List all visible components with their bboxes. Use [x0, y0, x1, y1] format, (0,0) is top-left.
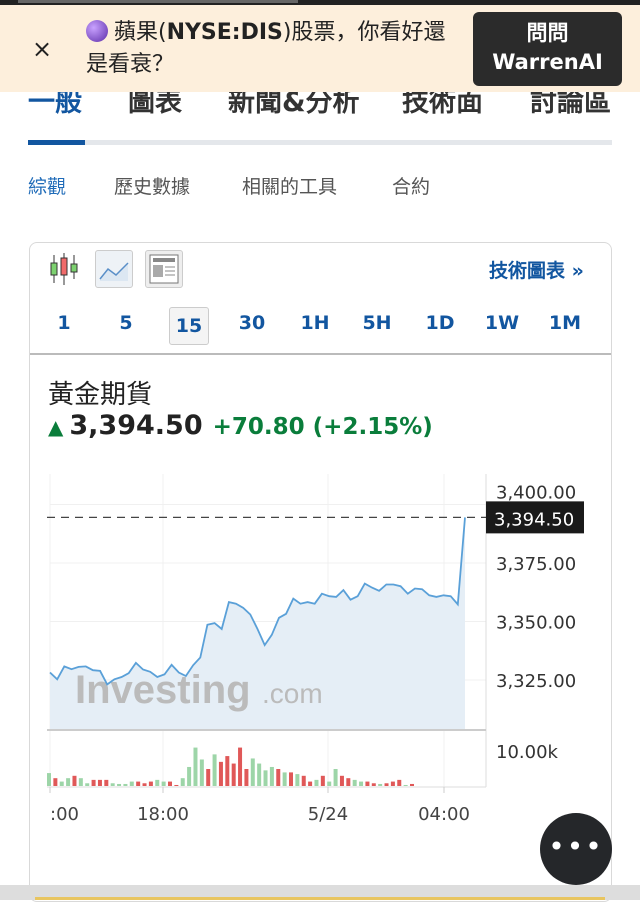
- x-tick-label: 18:00: [137, 804, 189, 825]
- volume-bar: [200, 759, 204, 786]
- volume-bar: [47, 773, 51, 786]
- volume-bar: [136, 782, 140, 786]
- volume-bar: [359, 782, 363, 786]
- x-tick-label: 04:00: [418, 804, 470, 825]
- volume-bar: [104, 780, 108, 786]
- volume-bar: [181, 778, 185, 786]
- volume-bar: [53, 778, 57, 786]
- volume-bar: [295, 774, 299, 786]
- volume-bar: [130, 782, 134, 786]
- volume-bar: [238, 748, 242, 786]
- more-options-button[interactable]: •••: [540, 813, 612, 885]
- y-tick-label: 3,375.00: [496, 554, 576, 575]
- volume-bar: [85, 783, 89, 786]
- volume-bar: [79, 778, 83, 786]
- volume-bar: [372, 783, 376, 786]
- volume-bar: [410, 784, 414, 786]
- volume-bar: [289, 772, 293, 786]
- volume-bar: [244, 769, 248, 786]
- volume-tick-label: 10.00k: [496, 742, 559, 763]
- volume-bar: [283, 772, 287, 786]
- volume-bar: [72, 776, 76, 786]
- volume-bar: [391, 782, 395, 786]
- volume-bar: [302, 776, 306, 786]
- volume-bar: [314, 780, 318, 786]
- volume-bar: [321, 776, 325, 786]
- last-price-label: 3,394.50: [494, 509, 574, 530]
- volume-bar: [206, 769, 210, 786]
- volume-bar: [225, 756, 229, 786]
- volume-bar: [111, 783, 115, 786]
- volume-bar: [340, 776, 344, 786]
- volume-bar: [378, 784, 382, 786]
- volume-bar: [251, 758, 255, 786]
- close-icon[interactable]: ×: [32, 35, 52, 63]
- volume-bar: [232, 764, 236, 786]
- volume-bar: [385, 783, 389, 786]
- volume-bar: [334, 769, 338, 786]
- volume-bar: [174, 785, 178, 786]
- volume-bar: [155, 780, 159, 786]
- volume-bar: [257, 764, 261, 786]
- bottom-ad-strip: [0, 885, 640, 900]
- volume-bar: [187, 767, 191, 786]
- volume-bar: [404, 785, 408, 786]
- volume-bar: [213, 754, 217, 786]
- volume-bar: [149, 782, 153, 786]
- volume-bar: [168, 782, 172, 786]
- volume-bar: [60, 782, 64, 786]
- volume-bar: [346, 778, 350, 786]
- volume-bar: [353, 780, 357, 786]
- volume-bar: [92, 780, 96, 786]
- volume-bar: [117, 784, 121, 786]
- y-tick-label: 3,325.00: [496, 671, 576, 692]
- volume-bar: [162, 782, 166, 786]
- x-tick-label: 5/24: [308, 804, 348, 825]
- volume-bar: [123, 784, 127, 786]
- volume-bar: [193, 748, 197, 786]
- volume-bar: [397, 780, 401, 786]
- volume-bar: [270, 767, 274, 786]
- y-tick-label: 3,400.00: [496, 482, 576, 503]
- crystal-ball-icon: [86, 20, 108, 42]
- y-tick-label: 3,350.00: [496, 613, 576, 634]
- volume-bar: [98, 780, 102, 786]
- x-tick-label: :00: [50, 804, 79, 825]
- watermark-logo-suffix: .com: [262, 678, 323, 709]
- volume-bar: [327, 782, 331, 786]
- volume-bar: [365, 782, 369, 786]
- banner-message: 蘋果(NYSE:DIS)股票，你看好還是看衰？: [86, 17, 466, 81]
- volume-bar: [143, 783, 147, 786]
- volume-bar: [219, 762, 223, 786]
- volume-bar: [264, 770, 268, 786]
- volume-bar: [308, 782, 312, 786]
- volume-bar: [66, 778, 70, 786]
- volume-bar: [276, 769, 280, 786]
